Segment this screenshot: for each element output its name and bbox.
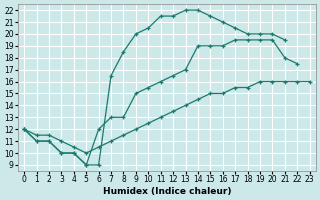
X-axis label: Humidex (Indice chaleur): Humidex (Indice chaleur) [103, 187, 231, 196]
